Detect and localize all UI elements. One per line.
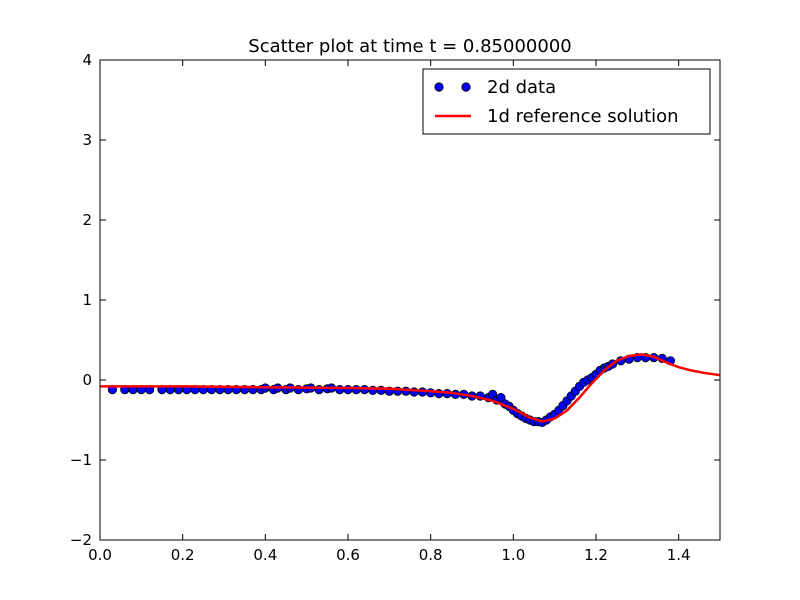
data-point <box>351 384 361 395</box>
x-tick-label: 0.4 <box>253 546 277 564</box>
legend: 2d data 1d reference solution <box>422 68 711 135</box>
legend-marker-icon <box>434 82 444 92</box>
plot-area <box>100 352 720 427</box>
y-tick-label: 0 <box>82 371 92 389</box>
y-tick-label: −2 <box>70 531 92 549</box>
y-tick-label: 1 <box>82 291 92 309</box>
y-tick-label: 4 <box>82 51 92 69</box>
reference-solution-line <box>100 353 720 423</box>
x-tick-label: 1.0 <box>501 546 525 564</box>
legend-box <box>422 68 711 135</box>
legend-label: 1d reference solution <box>487 106 679 127</box>
data-point <box>401 386 411 396</box>
data-point <box>496 392 506 403</box>
chart-title: Scatter plot at time t = 0.85000000 <box>248 36 571 57</box>
y-tick-label: −1 <box>70 451 92 469</box>
data-point <box>343 384 353 395</box>
x-tick-label: 0.6 <box>336 546 360 564</box>
legend-marker-icon <box>461 82 471 92</box>
x-tick-label: 1.2 <box>584 546 608 564</box>
x-tick-label: 0.2 <box>171 546 195 564</box>
y-tick-label: 3 <box>82 131 92 149</box>
y-tick-label: 2 <box>82 211 92 229</box>
x-tick-label: 1.4 <box>667 546 691 564</box>
x-tick-label: 0.8 <box>419 546 443 564</box>
legend-label: 2d data <box>487 77 556 98</box>
axes: 0.0 0.2 0.4 0.6 0.8 1.0 1.2 1.4 −2 −1 0 1 2 3 4 <box>70 51 721 564</box>
x-tick-label: 0.0 <box>88 546 112 564</box>
